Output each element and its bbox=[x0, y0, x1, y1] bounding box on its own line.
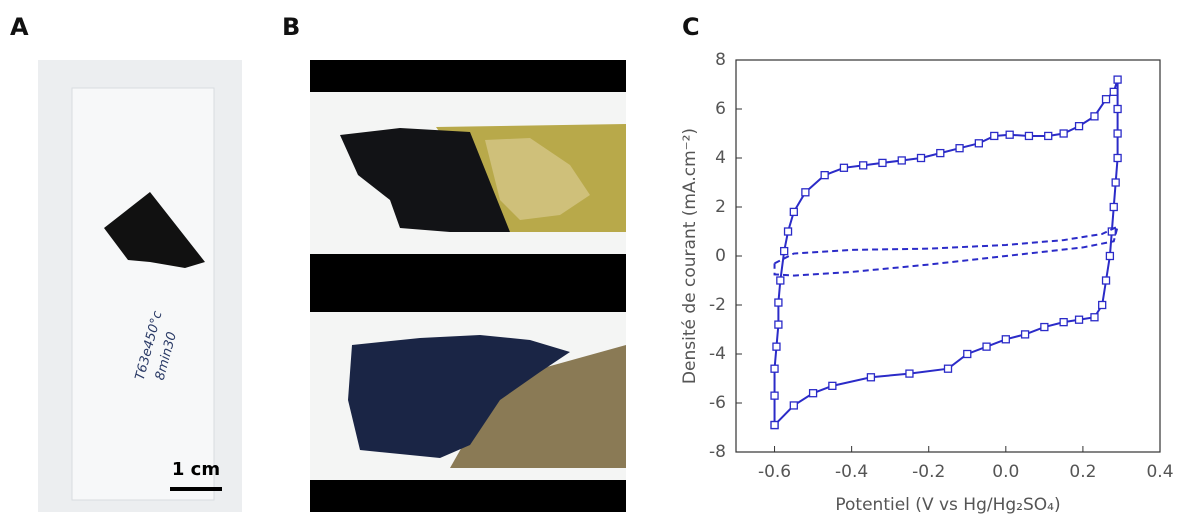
data-point bbox=[859, 161, 868, 170]
data-point bbox=[1111, 178, 1120, 187]
data-point bbox=[1101, 95, 1111, 104]
data-point bbox=[1105, 251, 1115, 261]
data-point bbox=[1113, 75, 1122, 84]
panel-label: B bbox=[282, 13, 300, 41]
data-point bbox=[820, 170, 829, 180]
y-tick-label: 4 bbox=[715, 148, 726, 168]
data-point bbox=[1020, 330, 1030, 339]
data-point bbox=[990, 131, 999, 141]
data-point bbox=[1005, 130, 1014, 139]
data-point bbox=[1090, 112, 1099, 121]
data-point bbox=[770, 391, 779, 400]
y-tick-label: -4 bbox=[709, 344, 726, 364]
data-point bbox=[1040, 322, 1049, 332]
data-point bbox=[1074, 122, 1084, 131]
sample bbox=[104, 192, 205, 268]
data-point bbox=[1059, 129, 1068, 138]
data-point bbox=[916, 153, 926, 163]
y-tick-label: -2 bbox=[709, 295, 726, 315]
y-tick-label: -8 bbox=[709, 442, 726, 462]
y-axis-label: Densité de courant (mA.cm⁻²) bbox=[680, 128, 700, 384]
data-point bbox=[789, 207, 798, 217]
plot-frame bbox=[735, 59, 1161, 453]
data-point bbox=[774, 320, 783, 329]
x-tick-label: -0.4 bbox=[835, 462, 868, 482]
data-point bbox=[897, 156, 906, 165]
data-point bbox=[839, 163, 849, 172]
data-point bbox=[982, 342, 991, 351]
panel-label: A bbox=[10, 13, 29, 41]
data-point bbox=[1109, 202, 1118, 212]
y-tick-label: 2 bbox=[715, 197, 726, 217]
data-point bbox=[1074, 315, 1084, 324]
panel-a: A T63e450°c 8min30 1 cm bbox=[10, 13, 242, 512]
data-point bbox=[878, 158, 887, 168]
data-point bbox=[828, 381, 837, 391]
y-tick-label: -6 bbox=[709, 393, 726, 413]
data-point bbox=[866, 373, 876, 382]
data-point bbox=[1113, 129, 1122, 138]
data-point bbox=[1059, 317, 1068, 327]
data-point bbox=[780, 246, 789, 256]
y-tick-label: 0 bbox=[715, 246, 726, 266]
sample-on-gold bbox=[485, 138, 590, 220]
data-point bbox=[1090, 313, 1099, 322]
x-tick-label: 0.2 bbox=[1069, 462, 1096, 482]
y-tick-label: 8 bbox=[715, 50, 726, 70]
data-point bbox=[974, 139, 983, 148]
data-point bbox=[770, 420, 779, 430]
data-point bbox=[1113, 104, 1122, 114]
data-point bbox=[963, 349, 972, 359]
data-point bbox=[776, 276, 785, 285]
data-point bbox=[1024, 131, 1034, 141]
data-point bbox=[1113, 153, 1122, 163]
gold-electrode bbox=[450, 345, 626, 468]
data-point bbox=[774, 298, 783, 307]
data-point bbox=[905, 369, 914, 378]
scale-bar bbox=[170, 487, 222, 491]
panel-b: B bbox=[282, 13, 626, 512]
sample bbox=[348, 335, 570, 458]
data-line bbox=[773, 224, 1120, 277]
y-tick-label: 6 bbox=[715, 99, 726, 119]
panel-label: C bbox=[682, 13, 700, 41]
data-point bbox=[1044, 131, 1053, 141]
sample bbox=[340, 128, 510, 232]
x-tick-label: -0.6 bbox=[758, 462, 791, 482]
x-axis-label: Potentiel (V vs Hg/Hg₂SO₄) bbox=[835, 495, 1060, 515]
x-tick-label: 0.4 bbox=[1146, 462, 1173, 482]
data-point bbox=[772, 342, 781, 351]
data-point bbox=[808, 389, 818, 398]
x-tick-label: 0.0 bbox=[992, 462, 1019, 482]
data-point bbox=[770, 364, 779, 373]
data-point bbox=[1001, 335, 1010, 344]
data-point bbox=[1101, 276, 1111, 285]
data-point bbox=[789, 401, 798, 410]
data-point bbox=[936, 148, 945, 158]
x-tick-label: -0.2 bbox=[912, 462, 945, 482]
scale-bar-label: 1 cm bbox=[172, 459, 220, 480]
data-point bbox=[943, 364, 953, 373]
data-point bbox=[1109, 87, 1118, 96]
glass-slide bbox=[71, 87, 215, 501]
data-point bbox=[801, 188, 810, 197]
panel-c: C Potentiel (V vs Hg/Hg₂SO₄) Densité de … bbox=[680, 13, 1174, 515]
data-point bbox=[1098, 300, 1107, 310]
data-point bbox=[783, 227, 793, 236]
data-point bbox=[955, 144, 964, 153]
